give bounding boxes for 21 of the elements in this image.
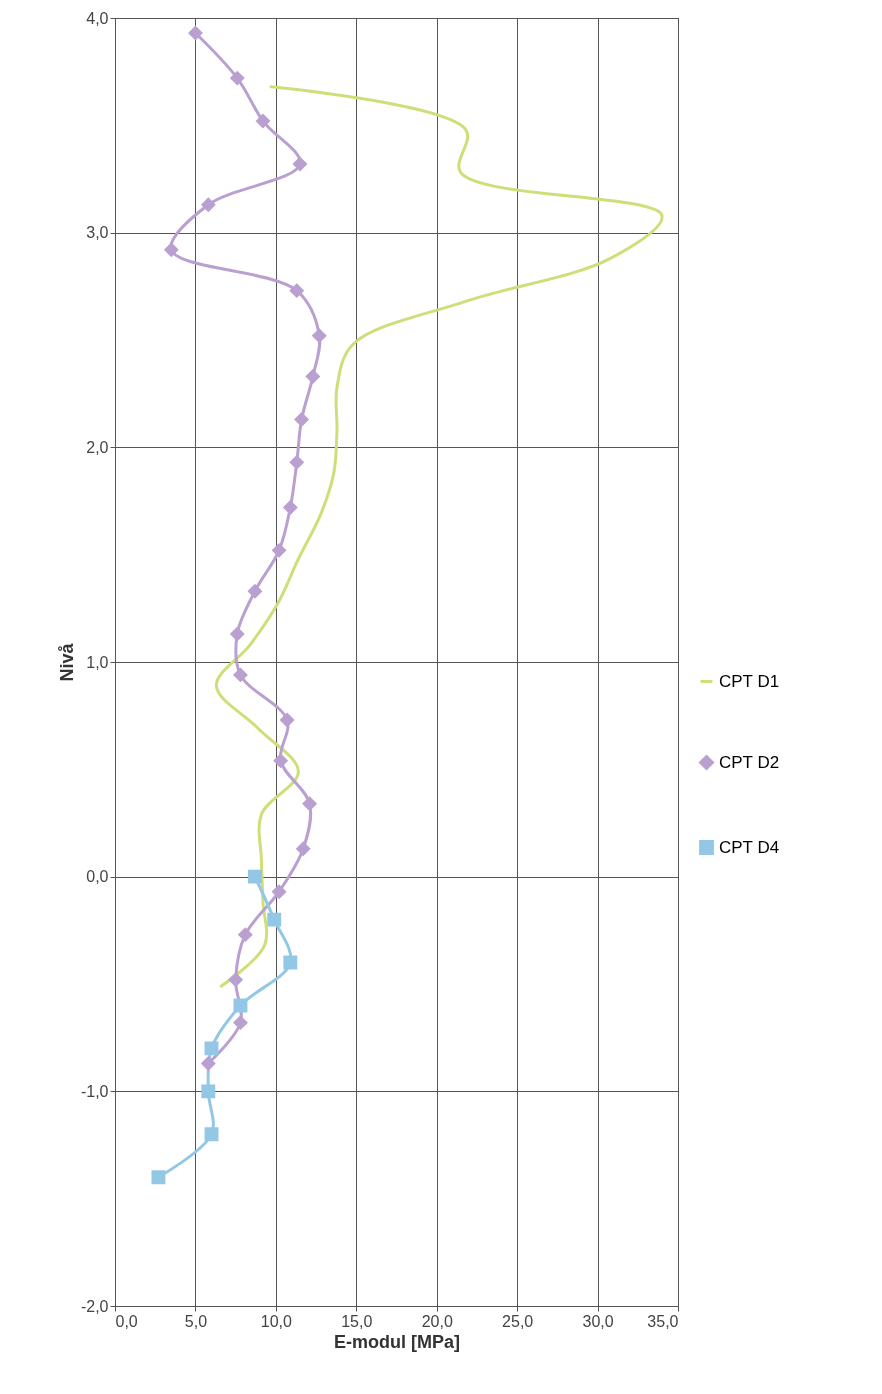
line-series [214, 85, 664, 988]
y-tick-label: 4,0 [86, 9, 109, 27]
y-tick-label: -2,0 [80, 1297, 109, 1315]
x-tick-label: 25,0 [502, 1312, 534, 1330]
legend-label: CPT D4 [719, 837, 780, 857]
x-axis-title: E-modul [MPa] [334, 1331, 460, 1352]
x-tick-label: 20,0 [421, 1312, 453, 1330]
legend-label: CPT D2 [719, 752, 780, 772]
x-tick-label: 30,0 [582, 1312, 614, 1330]
legend-label: CPT D1 [719, 671, 780, 691]
x-tick-label: 10,0 [260, 1312, 293, 1330]
x-tick-label: 0,0 [115, 1312, 138, 1330]
y-tick-label: 0,0 [86, 868, 109, 886]
x-tick-label: 5,0 [184, 1312, 208, 1330]
x-tick-label: 35,0 [647, 1312, 679, 1330]
y-tick-label: 2,0 [86, 438, 109, 456]
y-tick-label: 1,0 [86, 653, 109, 671]
y-tick-label: 3,0 [86, 224, 109, 242]
x-tick-label: 15,0 [341, 1312, 373, 1330]
y-tick-label: -1,0 [80, 1082, 109, 1100]
y-axis-title: Nivå [56, 642, 77, 682]
